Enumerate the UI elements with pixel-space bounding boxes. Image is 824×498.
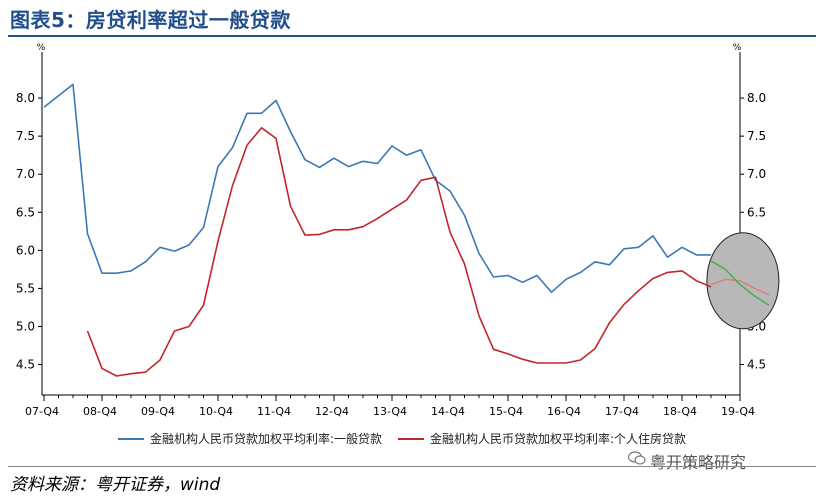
y-tick-label-right: 8.0 (747, 91, 766, 105)
source-note: 资料来源：粤开证券，wind (10, 475, 221, 495)
source-divider (8, 466, 816, 467)
projection-line-green (710, 260, 770, 306)
y-tick-label-left: 6.0 (16, 243, 35, 257)
watermark: 粤开策略研究 (650, 453, 747, 472)
y-unit-right: % (733, 43, 742, 53)
y-tick-label-left: 4.5 (16, 358, 35, 372)
legend-item-mortgage: 金融机构人民币贷款加权平均利率:个人住房贷款 (398, 430, 686, 447)
y-tick-label-right: 6.5 (747, 205, 766, 219)
x-tick-label: 13-Q4 (373, 405, 407, 418)
series-line-general-loans (43, 83, 711, 293)
y-tick-label-left: 6.5 (16, 205, 35, 219)
x-tick-label: 11-Q4 (257, 405, 291, 418)
x-tick-label: 19-Q4 (721, 405, 755, 418)
legend-item-general-loans: 金融机构人民币贷款加权平均利率:一般贷款 (118, 430, 382, 447)
legend-swatch-red (398, 437, 424, 440)
y-tick-label-left: 7.5 (16, 129, 35, 143)
y-tick-label-left: 5.5 (16, 281, 35, 295)
title-divider (8, 35, 816, 37)
wechat-icon (628, 451, 646, 465)
y-tick-label-left: 7.0 (16, 167, 35, 181)
y-tick-label-right: 7.5 (747, 129, 766, 143)
x-tick-label: 09-Q4 (141, 405, 175, 418)
x-tick-label: 15-Q4 (489, 405, 523, 418)
chart-title: 图表5：房贷利率超过一般贷款 (10, 8, 291, 32)
x-tick-label: 14-Q4 (431, 405, 465, 418)
highlight-ellipse (706, 232, 780, 330)
x-tick-label: 18-Q4 (663, 405, 697, 418)
y-tick-label-left: 5.0 (16, 319, 35, 333)
legend-label-mortgage: 金融机构人民币贷款加权平均利率:个人住房贷款 (430, 432, 687, 446)
y-tick-label-left: 8.0 (16, 91, 35, 105)
projection-line-pink (710, 278, 770, 296)
x-tick-label: 07-Q4 (25, 405, 59, 418)
x-tick-label: 08-Q4 (83, 405, 117, 418)
x-tick-label: 16-Q4 (547, 405, 581, 418)
x-tick-label: 12-Q4 (315, 405, 349, 418)
legend-label-general-loans: 金融机构人民币贷款加权平均利率:一般贷款 (150, 432, 383, 446)
y-tick-label-right: 7.0 (747, 167, 766, 181)
series-line-mortgage (86, 127, 712, 377)
y-tick-label-right: 4.5 (747, 358, 766, 372)
x-tick-label: 17-Q4 (605, 405, 639, 418)
line-chart: %%4.54.55.05.05.55.56.06.06.56.57.07.07.… (16, 43, 780, 418)
y-unit-left: % (37, 43, 46, 53)
x-tick-label: 10-Q4 (199, 405, 233, 418)
legend-swatch-blue (118, 437, 144, 440)
